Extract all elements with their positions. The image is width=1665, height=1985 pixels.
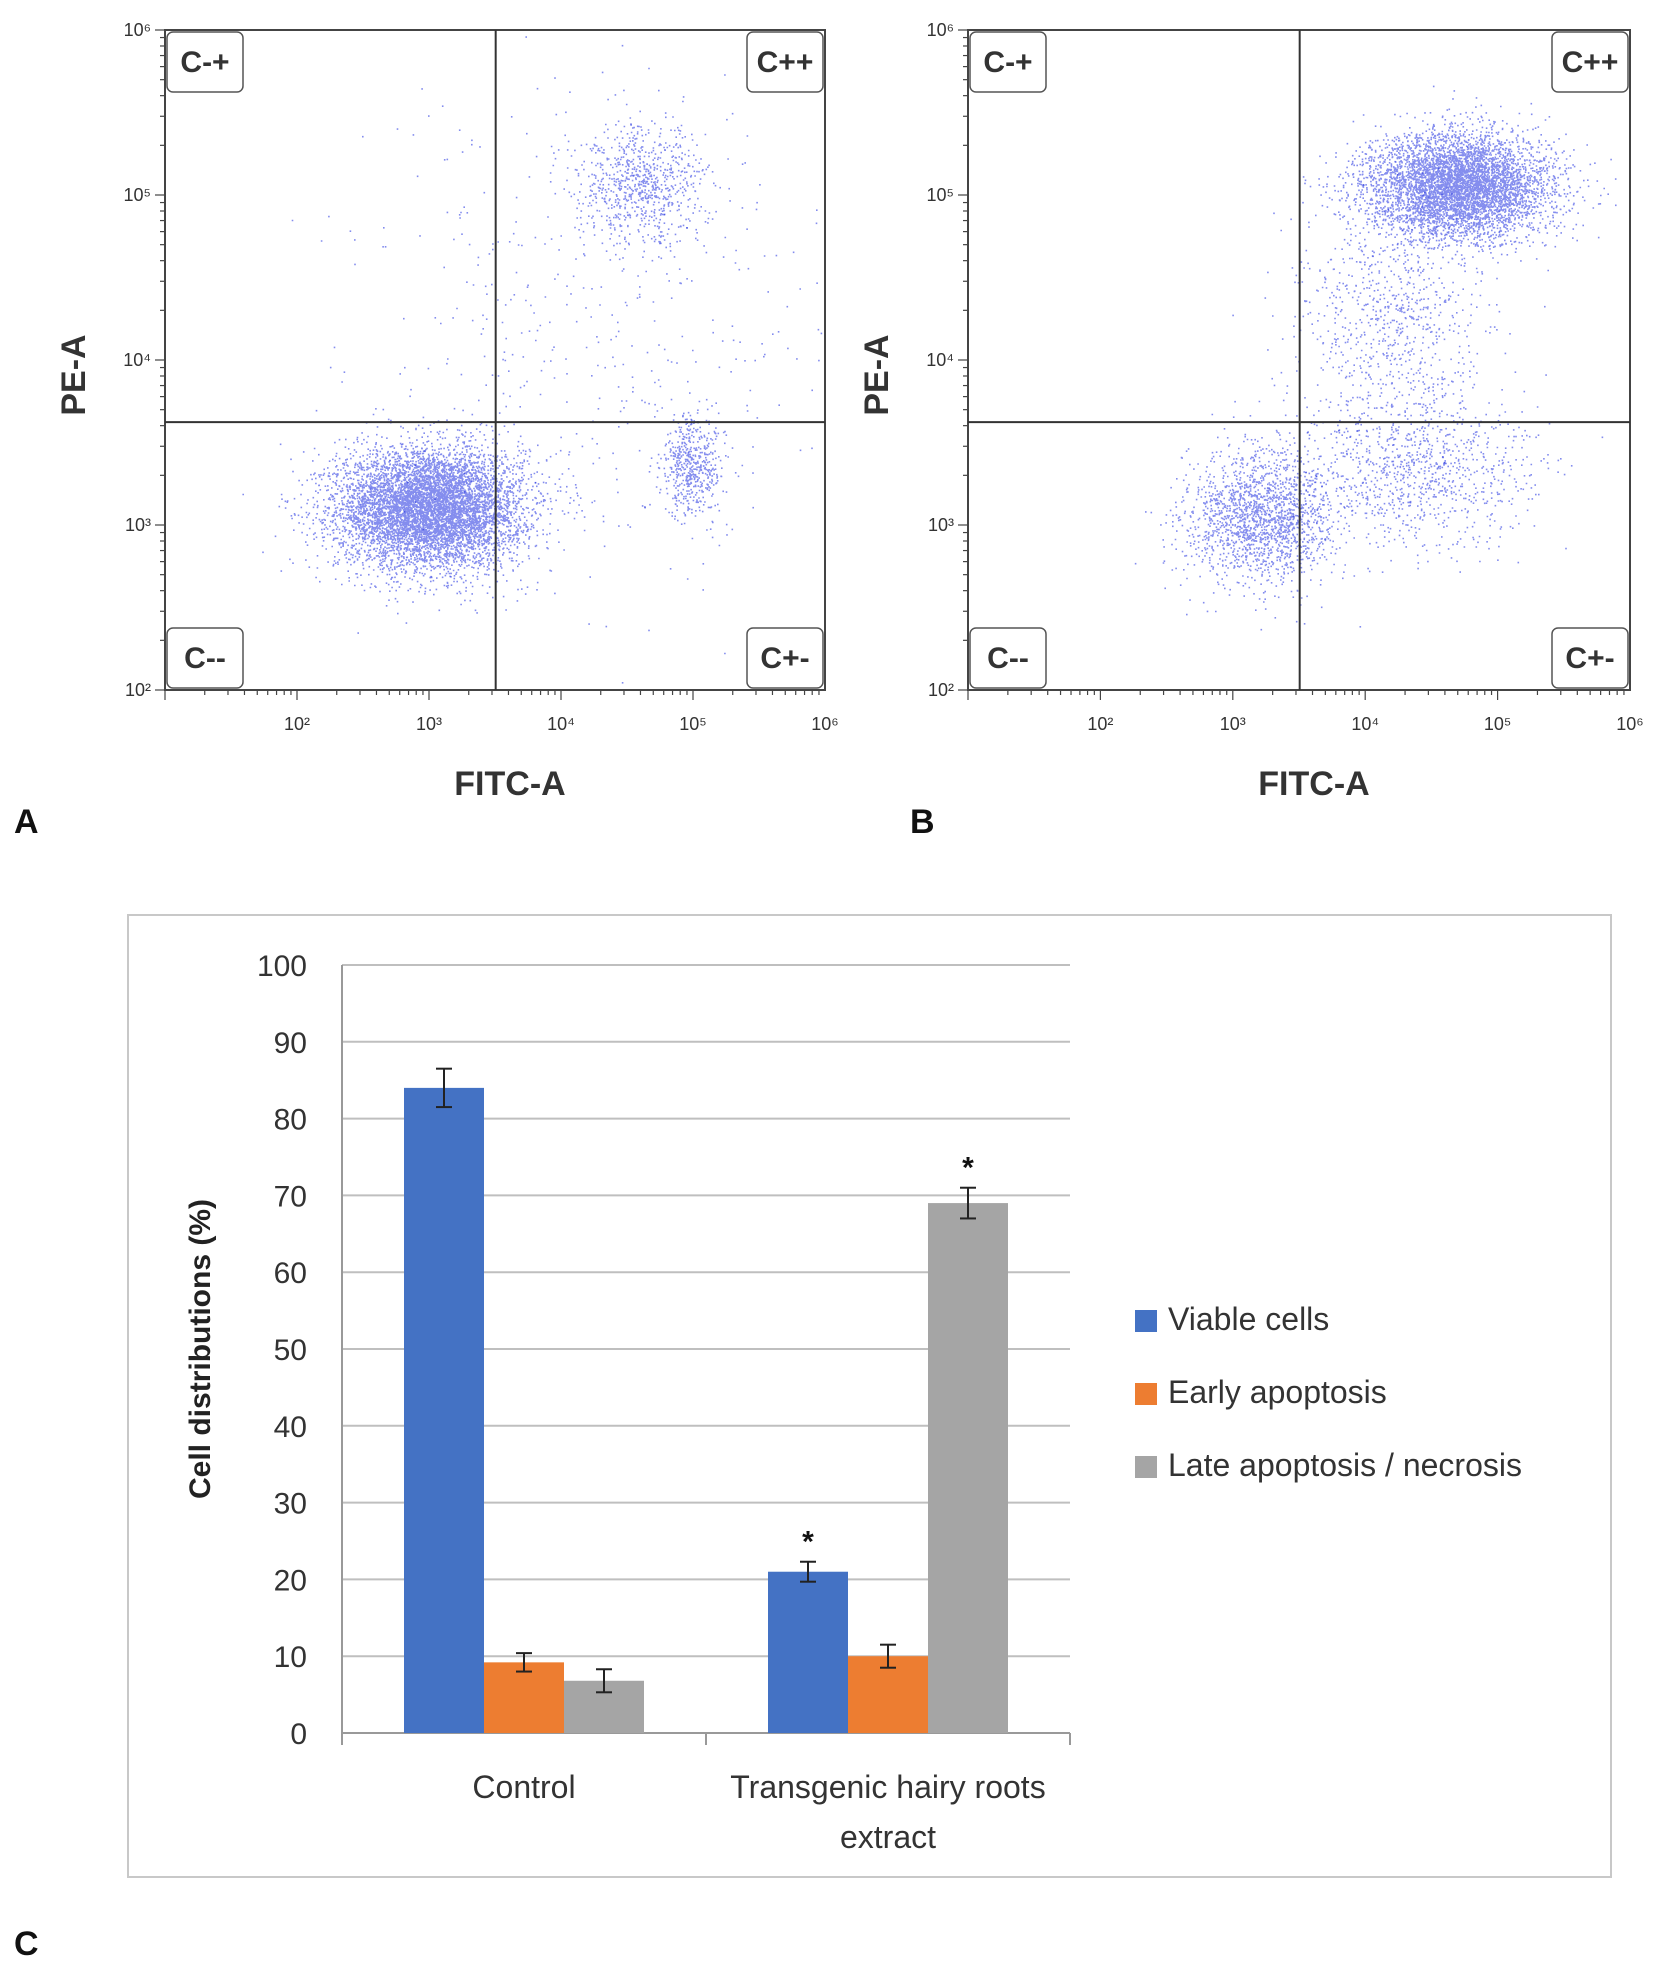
quadrant-label-bottom_right: C+- <box>760 642 809 675</box>
y-tick-label: 10³ <box>928 515 954 535</box>
cluster-late <box>535 71 749 275</box>
y-tick-label: 70 <box>274 1180 307 1213</box>
bars: ** <box>404 1067 1008 1733</box>
quadrant-label-box-bottom_right <box>1551 627 1629 689</box>
quadrant-label-box-top_left <box>166 31 244 93</box>
quadrant-label-top_right: C++ <box>757 46 814 79</box>
bar-0-1 <box>768 1571 848 1733</box>
y-tick-label: 80 <box>274 1104 307 1137</box>
legend: Viable cells Early apoptosis Late apoptosi… <box>1135 1301 1522 1483</box>
category-label: Transgenic hairy roots <box>730 1769 1045 1805</box>
quadrant-label-box-top_left <box>969 31 1047 93</box>
cluster-viable <box>1134 399 1401 631</box>
quadrant-label-box-top_right <box>1551 31 1629 93</box>
bar-1-1 <box>848 1656 928 1733</box>
quadrant-label-top_right: C++ <box>1562 46 1619 79</box>
x-axis-title: FITC-A <box>454 765 565 803</box>
legend-swatch <box>1135 1456 1157 1478</box>
cluster-early <box>1216 356 1604 577</box>
y-tick-label: 100 <box>257 950 307 983</box>
x-tick-label: 10⁴ <box>547 714 575 734</box>
category-label: extract <box>840 1819 936 1855</box>
y-axis-title: PE-A <box>858 334 896 415</box>
bar-0-0 <box>404 1087 484 1733</box>
x-tick-label: 10² <box>284 714 310 734</box>
quadrant-label-box-bottom_left <box>166 627 244 689</box>
flow-scatter-a: C-+ C++C-- C+-10² 10³ 10⁴ 10⁵ 10⁶FITC-A10²10³1… <box>55 20 839 803</box>
cluster-late <box>1280 85 1617 296</box>
y-axis: 10² 10³ 10⁴ 10⁵ 10⁶ <box>123 20 165 700</box>
cluster-early <box>641 398 744 540</box>
x-tick-label: 10³ <box>416 714 442 734</box>
x-tick-label: 10⁶ <box>1616 714 1643 734</box>
y-tick-label: 20 <box>274 1564 307 1597</box>
y-tick-label: 10⁴ <box>123 350 151 370</box>
x-axis-title: FITC-A <box>1258 765 1369 803</box>
bar-1-0 <box>484 1662 564 1733</box>
y-tick-label: 10³ <box>125 515 151 535</box>
panel-letter-c: C <box>14 1925 39 1963</box>
y-tick-label: 10⁶ <box>124 20 151 40</box>
quadrant-label-box-bottom_left <box>969 627 1047 689</box>
x-axis: 10² 10³ 10⁴ 10⁵ 10⁶ <box>164 690 839 734</box>
x-tick-label: 10³ <box>1220 714 1246 734</box>
significance-marker: * <box>962 1152 974 1185</box>
quadrant-label-box-top_right <box>746 31 824 93</box>
y-tick-label: 10 <box>274 1641 307 1674</box>
y-tick-label: 10⁵ <box>927 185 954 205</box>
y-tick-label: 50 <box>274 1334 307 1367</box>
y-axis: 10² 10³ 10⁴ 10⁵ 10⁶ <box>926 20 968 700</box>
legend-swatch <box>1135 1383 1157 1405</box>
flow-scatter-b: C-+ C++C-- C+-10² 10³ 10⁴ 10⁵ 10⁶FITC-A10²10³1… <box>858 20 1644 803</box>
x-tick-label: 10⁶ <box>811 714 838 734</box>
cluster-diffuse <box>291 36 823 684</box>
x-tick-label: 10⁴ <box>1351 714 1379 734</box>
y-tick-label: 10⁴ <box>926 350 954 370</box>
quadrant-label-top_left: C-+ <box>180 46 229 79</box>
legend-swatch <box>1135 1310 1157 1332</box>
y-tick-label: 60 <box>274 1257 307 1290</box>
panel-letter-b: B <box>910 803 935 841</box>
quadrant-label-top_left: C-+ <box>983 46 1032 79</box>
x-axis: 10² 10³ 10⁴ 10⁵ 10⁶ <box>967 690 1644 734</box>
y-tick-label: 10² <box>928 680 954 700</box>
x-tick-label: 10⁵ <box>1484 714 1511 734</box>
y-tick-label: 90 <box>274 1027 307 1060</box>
legend-label: Viable cells <box>1168 1301 1329 1337</box>
panel-letter-a: A <box>14 803 39 841</box>
y-axis-title: Cell distributions (%) <box>184 1199 217 1499</box>
significance-marker: * <box>802 1526 814 1559</box>
legend-label: Late apoptosis / necrosis <box>1168 1447 1522 1483</box>
x-tick-label: 10⁵ <box>679 714 706 734</box>
y-tick-label: 10⁵ <box>124 185 151 205</box>
legend-label: Early apoptosis <box>1168 1374 1387 1410</box>
category-label: Control <box>472 1769 575 1805</box>
y-tick-label: 30 <box>274 1488 307 1521</box>
quadrant-label-bottom_left: C-- <box>184 642 226 675</box>
y-tick-label: 0 <box>290 1718 307 1751</box>
x-tick-label: 10² <box>1087 714 1113 734</box>
quadrant-label-bottom_right: C+- <box>1565 642 1614 675</box>
y-tick-label: 40 <box>274 1411 307 1444</box>
y-axis-title: PE-A <box>55 334 93 415</box>
quadrant-label-box-bottom_right <box>746 627 824 689</box>
scatter-points <box>1134 85 1617 631</box>
bar-2-1 <box>928 1203 1008 1733</box>
y-tick-label: 10⁶ <box>927 20 954 40</box>
y-tick-label: 10² <box>125 680 151 700</box>
quadrant-label-bottom_left: C-- <box>987 642 1029 675</box>
